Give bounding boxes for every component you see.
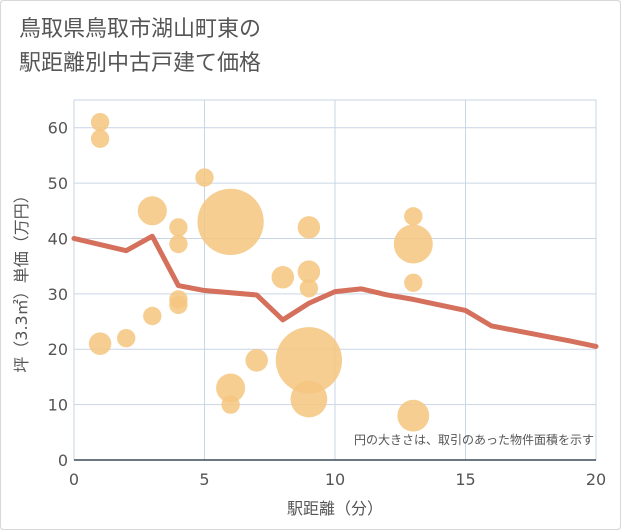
title-line-1: 鳥取県鳥取市湖山町東の bbox=[19, 17, 262, 42]
y-tick-label: 20 bbox=[48, 340, 68, 359]
bubble-layer bbox=[88, 112, 433, 432]
trend-line-layer bbox=[71, 233, 599, 349]
x-tick-label: 20 bbox=[586, 470, 606, 489]
bubble-point bbox=[90, 112, 110, 132]
y-tick-label: 60 bbox=[48, 119, 68, 138]
bubble-point bbox=[271, 265, 295, 289]
bubble-point bbox=[299, 279, 319, 298]
bubble-point bbox=[216, 373, 246, 403]
y-tick-label: 0 bbox=[58, 451, 68, 470]
x-axis-label: 駅距離（分） bbox=[287, 499, 383, 518]
bubble-point bbox=[275, 327, 343, 394]
bubble-point bbox=[404, 273, 423, 292]
trend-line bbox=[71, 233, 599, 349]
bubble-point bbox=[197, 188, 264, 255]
x-tick-label: 0 bbox=[69, 470, 79, 489]
bubble-point bbox=[137, 196, 167, 226]
x-tick-label: 15 bbox=[455, 470, 475, 489]
bubble-size-note: 円の大きさは、取引のあった物件面積を示す bbox=[354, 432, 594, 447]
x-tick-label: 10 bbox=[325, 470, 345, 489]
bubble-point bbox=[297, 216, 321, 239]
grid-layer bbox=[73, 99, 597, 461]
tick-layer: 0 5 10 15 20 0 10 20 30 40 50 60 bbox=[48, 119, 607, 489]
x-tick-label: 5 bbox=[199, 470, 209, 489]
bubble-point bbox=[397, 399, 430, 432]
bubble-point bbox=[117, 328, 136, 348]
bubble-point bbox=[143, 306, 162, 326]
bubble-point bbox=[169, 295, 188, 315]
y-axis-label: 坪（3.3㎡）単価（万円） bbox=[12, 187, 31, 372]
bubble-point bbox=[88, 332, 112, 355]
y-tick-label: 30 bbox=[48, 285, 68, 304]
bubble-point bbox=[297, 260, 321, 283]
y-tick-label: 50 bbox=[48, 174, 68, 193]
bubble-point bbox=[290, 380, 328, 418]
bubble-point bbox=[404, 207, 423, 226]
chart-title: 鳥取県鳥取市湖山町東の 駅距離別中古戸建て価格 bbox=[19, 13, 579, 81]
y-tick-label: 10 bbox=[48, 396, 68, 415]
bubble-point bbox=[393, 224, 433, 264]
bubble-point bbox=[90, 129, 110, 148]
bubble-point bbox=[221, 395, 240, 414]
title-line-2: 駅距離別中古戸建て価格 bbox=[19, 51, 262, 76]
bubble-point bbox=[169, 218, 188, 237]
bubble-point bbox=[245, 349, 268, 372]
bubble-point bbox=[169, 234, 188, 254]
y-tick-label: 40 bbox=[48, 229, 68, 248]
bubble-point bbox=[195, 168, 214, 187]
